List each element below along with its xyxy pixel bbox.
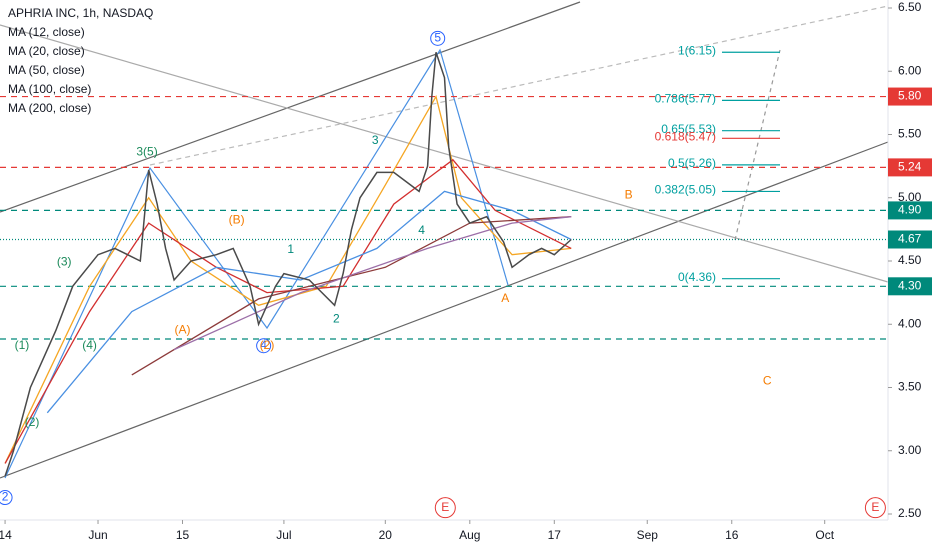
wave-label: 4 (260, 338, 267, 352)
channel-top (0, 1, 581, 213)
annotation-circle (0, 490, 13, 506)
x-tick-label: Jun (88, 528, 107, 542)
fib-label: 0(4.36) (678, 270, 716, 284)
price-label: 4.90 (898, 203, 922, 217)
x-tick-label: 17 (548, 528, 562, 542)
y-tick-label: 2.50 (898, 506, 922, 520)
annotation-circle (256, 338, 272, 354)
price-label: 4.67 (898, 232, 922, 246)
wave-path (4, 48, 509, 479)
x-tick-label: Sep (637, 528, 659, 542)
moving-average (4, 158, 572, 464)
fib-label: 0.786(5.77) (655, 92, 716, 106)
price-label: 5.80 (898, 89, 922, 103)
price-label: 5.24 (898, 160, 922, 174)
fib-label: 0.5(5.26) (668, 156, 716, 170)
price-label-box (888, 230, 932, 249)
annotation-circle (434, 497, 456, 519)
y-tick-label: 3.50 (898, 380, 922, 394)
wave-label: 2 (2, 490, 9, 504)
wave-label: (4) (82, 338, 97, 352)
y-tick-label: 5.50 (898, 127, 922, 141)
x-tick-label: 16 (725, 528, 739, 542)
fib-label: 0.65(5.53) (661, 122, 716, 136)
wave-label: (2) (25, 415, 40, 429)
x-tick-label: Oct (815, 528, 834, 542)
wave-label: 2 (333, 311, 340, 325)
x-tick-label: 15 (176, 528, 190, 542)
price-label-box (888, 87, 932, 106)
x-tick-label: Aug (459, 528, 480, 542)
legend-entry: MA (200, close) (8, 101, 91, 115)
wave-label: 3 (372, 133, 379, 147)
wave-label: C (763, 373, 772, 387)
chart-title: APHRIA INC, 1h, NASDAQ (8, 6, 153, 20)
fib-label: 0.618(5.47) (655, 129, 716, 143)
y-tick-label: 6.50 (898, 0, 922, 14)
annotation-circle (864, 497, 886, 519)
wave-label: 5 (434, 31, 441, 45)
wave-label: (B) (229, 213, 245, 227)
wave-label: 1 (287, 242, 294, 256)
price-label-box (888, 201, 932, 220)
wave-label: (1) (15, 338, 30, 352)
y-tick-label: 6.00 (898, 63, 922, 77)
trend-lines (0, 1, 889, 479)
y-tick-label: 4.50 (898, 253, 922, 267)
wave-label: B (625, 187, 633, 201)
wave-label: 3(5) (136, 144, 157, 158)
wave-label: E (871, 500, 879, 514)
price-label-box (888, 277, 932, 296)
legend-entry: MA (12, close) (8, 25, 85, 39)
moving-average (173, 216, 572, 351)
legend-entry: MA (20, close) (8, 44, 85, 58)
channel-bottom (0, 141, 889, 479)
x-tick-label: 20 (379, 528, 393, 542)
legend-entry: MA (100, close) (8, 82, 91, 96)
moving-average (46, 190, 572, 414)
x-tick-label: 14 (0, 528, 12, 542)
y-tick-label: 4.00 (898, 316, 922, 330)
price-label: 4.30 (898, 278, 922, 292)
wave-label: (A) (175, 323, 191, 337)
fib-connector (734, 49, 781, 241)
fib-label: 1(6.15) (678, 43, 716, 57)
wave-label: A (501, 291, 509, 305)
y-tick-label: 3.00 (898, 443, 922, 457)
moving-average (131, 216, 572, 376)
price-label-box (888, 158, 932, 177)
x-tick-label: Jul (276, 528, 291, 542)
wave-label: (2) (260, 338, 275, 352)
legend-entry: MA (50, close) (8, 63, 85, 77)
price-line (4, 52, 572, 477)
wave-label: E (441, 500, 449, 514)
y-tick-label: 5.00 (898, 190, 922, 204)
moving-average (4, 94, 572, 464)
annotation-circle (430, 30, 446, 46)
wave-label: (3) (57, 254, 72, 268)
wave-label: 4 (418, 223, 425, 237)
fib-label: 0.382(5.05) (655, 183, 716, 197)
diagonal-line (0, 24, 889, 283)
